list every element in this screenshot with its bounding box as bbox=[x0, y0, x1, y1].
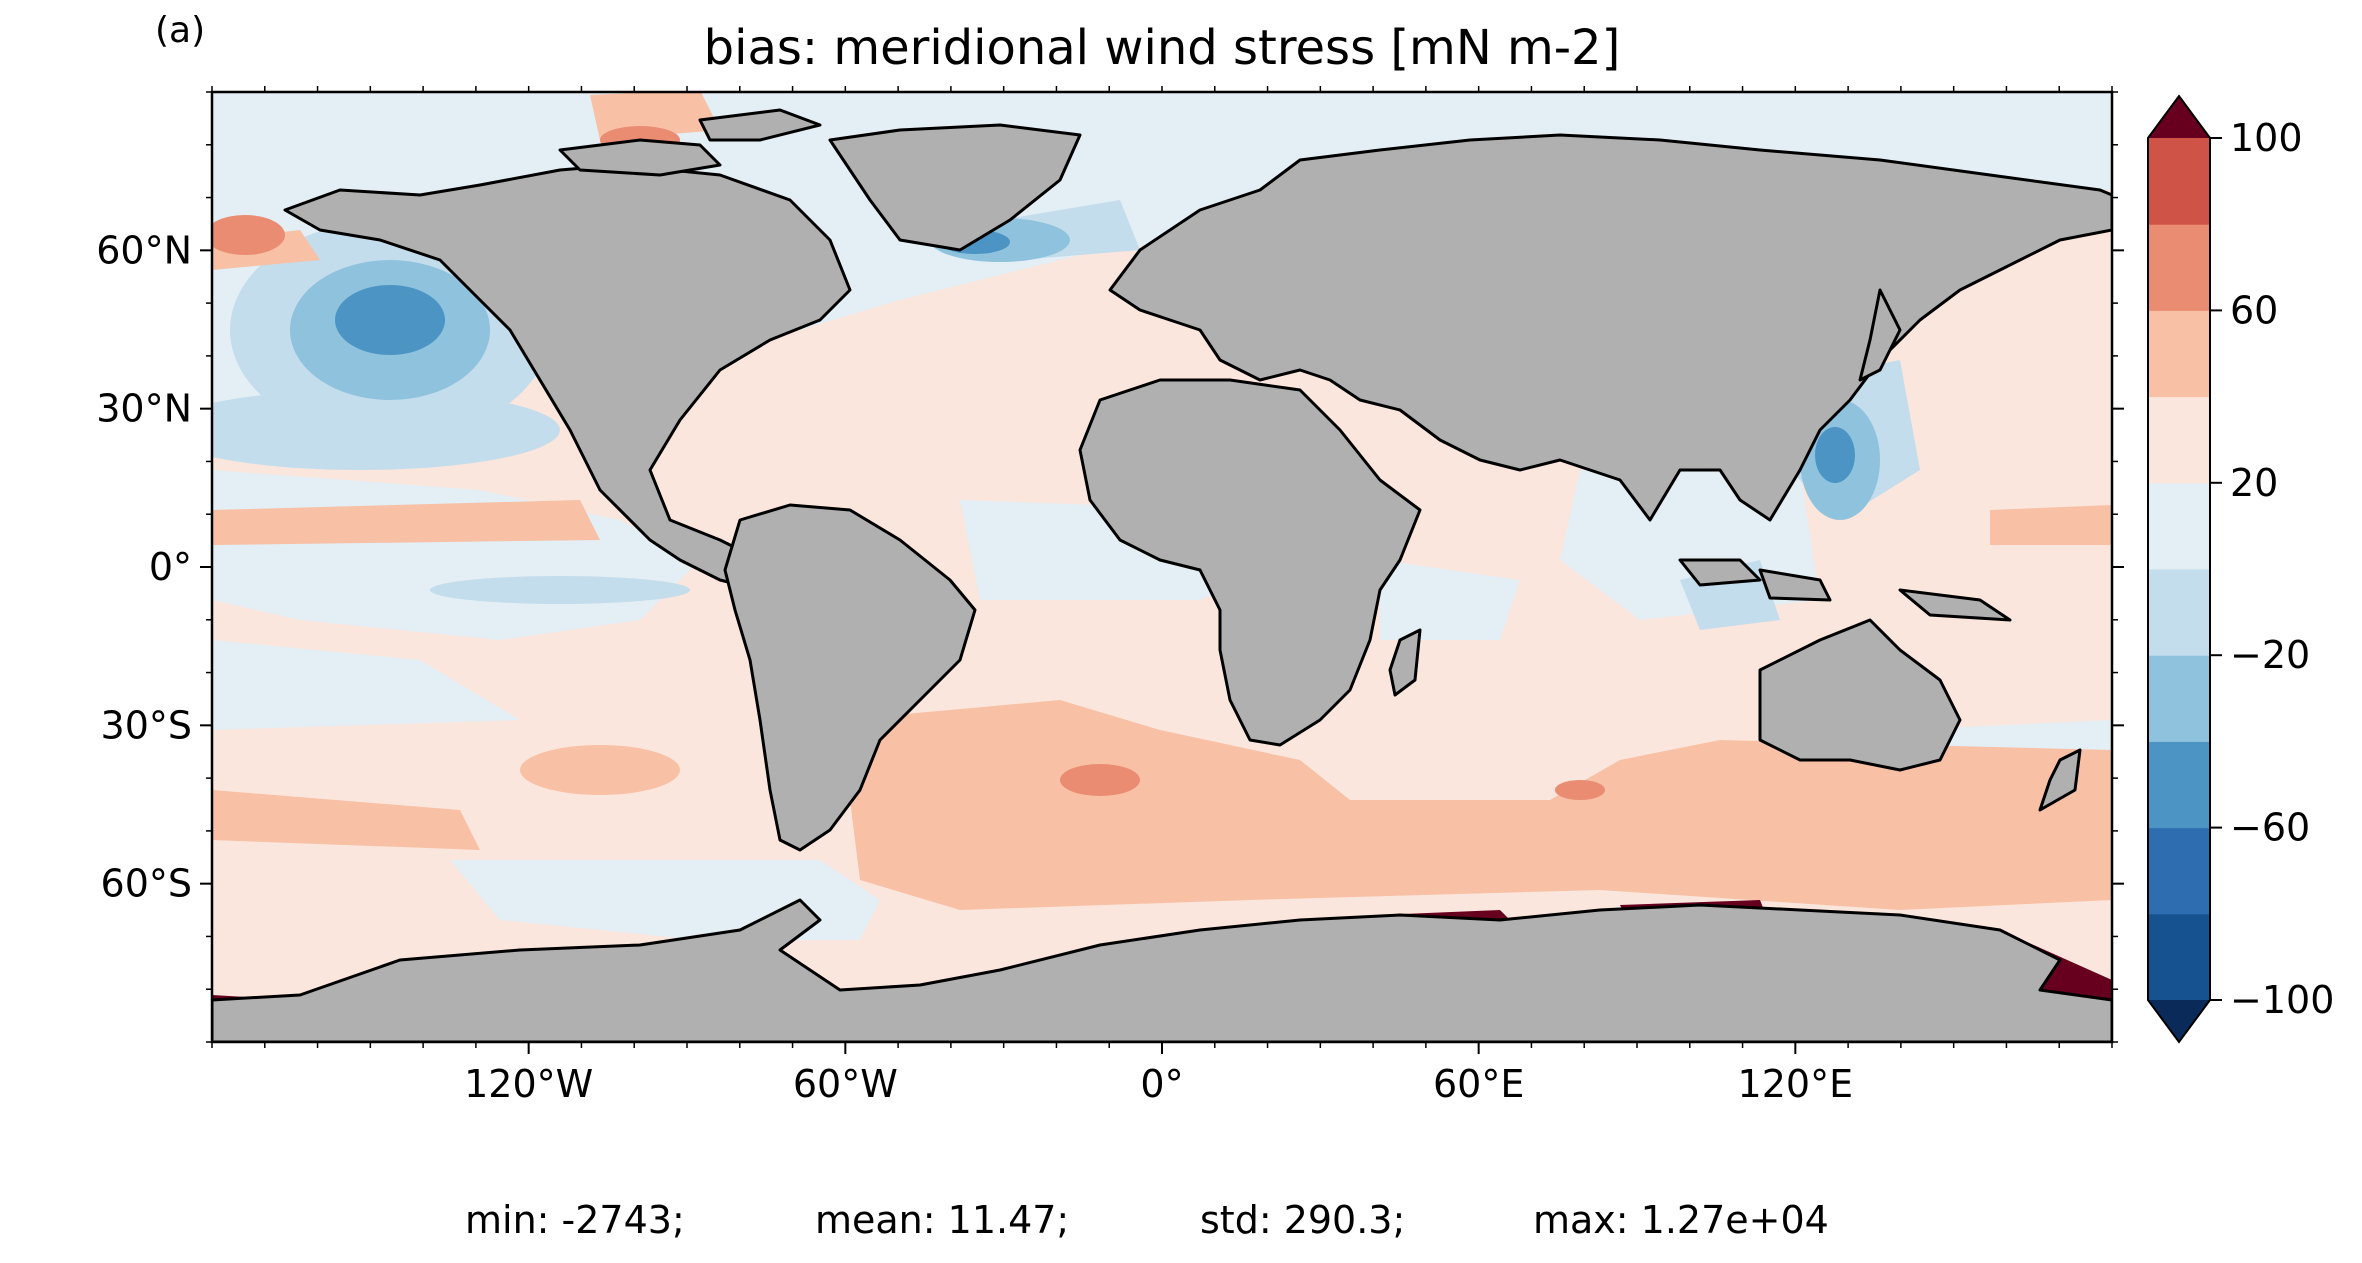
x-tick-label: 120°W bbox=[464, 1062, 593, 1106]
stat-std: std: 290.3; bbox=[1200, 1198, 1406, 1242]
colorbar-segment bbox=[2148, 310, 2210, 398]
colorbar-tick-label: 100 bbox=[2230, 116, 2303, 160]
colorbar-segment bbox=[2148, 224, 2210, 311]
stat-min: min: -2743; bbox=[465, 1198, 685, 1242]
colorbar-tick-label: −100 bbox=[2230, 978, 2334, 1022]
land-australia bbox=[1758, 618, 1962, 772]
land-greenland bbox=[828, 123, 1082, 252]
colorbar-segment bbox=[2148, 741, 2210, 829]
colorbar-tick-label: 60 bbox=[2230, 288, 2278, 332]
colorbar-tick-label: −60 bbox=[2230, 806, 2310, 850]
colorbar-extend-over bbox=[2148, 96, 2210, 138]
land-africa bbox=[1078, 378, 1422, 747]
map-area bbox=[212, 92, 2112, 1042]
colorbar-tick-label: −20 bbox=[2230, 633, 2310, 677]
x-axis-ticks: 120°W 60°W 0° 60°E 120°E bbox=[211, 86, 2113, 1106]
stat-max: max: 1.27e+04 bbox=[1533, 1198, 1829, 1242]
land-antarctica bbox=[212, 898, 2112, 1042]
colorbar-segment bbox=[2148, 482, 2210, 570]
y-tick-label: 30°N bbox=[96, 387, 192, 431]
colorbar-segment bbox=[2148, 655, 2210, 742]
y-tick-label: 0° bbox=[149, 545, 192, 589]
field-strong-negative bbox=[290, 218, 1880, 520]
y-tick-label: 60°N bbox=[96, 228, 192, 272]
colorbar-segment bbox=[2148, 913, 2210, 1001]
x-tick-label: 60°W bbox=[793, 1062, 898, 1106]
land-eurasia bbox=[1108, 133, 2112, 522]
land bbox=[212, 108, 2112, 1042]
colorbar-segment bbox=[2148, 138, 2210, 225]
chart-title: bias: meridional wind stress [mN m-2] bbox=[703, 20, 1621, 76]
y-tick-label: 30°S bbox=[101, 703, 192, 747]
colorbar-extend-under bbox=[2148, 1000, 2210, 1042]
colorbar-segment bbox=[2148, 569, 2210, 656]
x-tick-label: 0° bbox=[1140, 1062, 1183, 1106]
land-south-america bbox=[723, 503, 977, 852]
x-tick-label: 60°E bbox=[1433, 1062, 1524, 1106]
colorbar-tick-label: 20 bbox=[2230, 461, 2278, 505]
colorbar-segment bbox=[2148, 827, 2210, 915]
colorbar-segment bbox=[2148, 396, 2210, 484]
y-tick-label: 60°S bbox=[101, 862, 192, 906]
colorbar: 100 60 20 −20 −60 −100 bbox=[2147, 94, 2334, 1044]
x-tick-label: 120°E bbox=[1738, 1062, 1854, 1106]
stat-mean: mean: 11.47; bbox=[815, 1198, 1070, 1242]
panel-label: (a) bbox=[155, 10, 206, 51]
y-axis-ticks: 60°N 30°N 0° 30°S 60°S bbox=[96, 91, 2124, 1043]
